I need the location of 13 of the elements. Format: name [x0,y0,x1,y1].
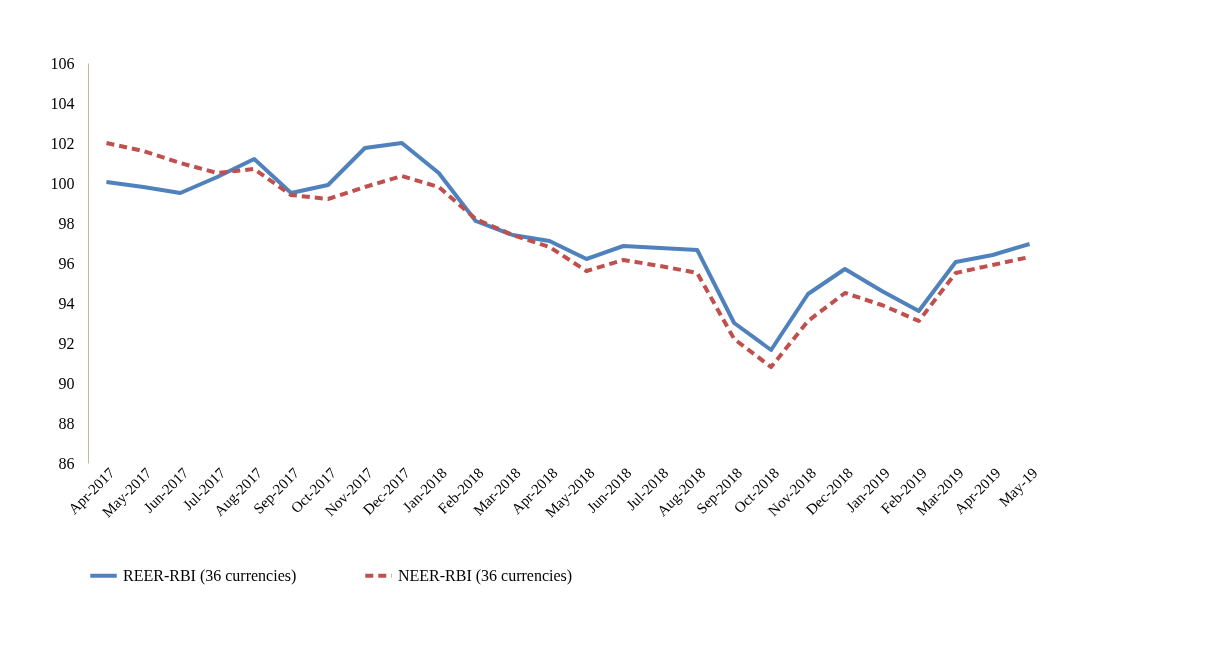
legend-label: REER-RBI (36 currencies) [123,566,297,585]
y-tick-label: 94 [58,294,75,312]
y-tick-label: 98 [58,214,75,232]
y-tick-label: 86 [58,454,75,472]
legend-label: NEER-RBI (36 currencies) [398,566,573,585]
y-tick-label: 88 [58,414,75,432]
y-tick-label: 104 [50,94,75,112]
y-tick-label: 96 [58,254,75,272]
y-tick-label: 90 [58,374,75,392]
y-tick-label: 100 [50,174,75,192]
y-tick-label: 102 [50,134,75,152]
y-tick-label: 106 [50,54,75,72]
y-tick-label: 92 [58,334,75,352]
